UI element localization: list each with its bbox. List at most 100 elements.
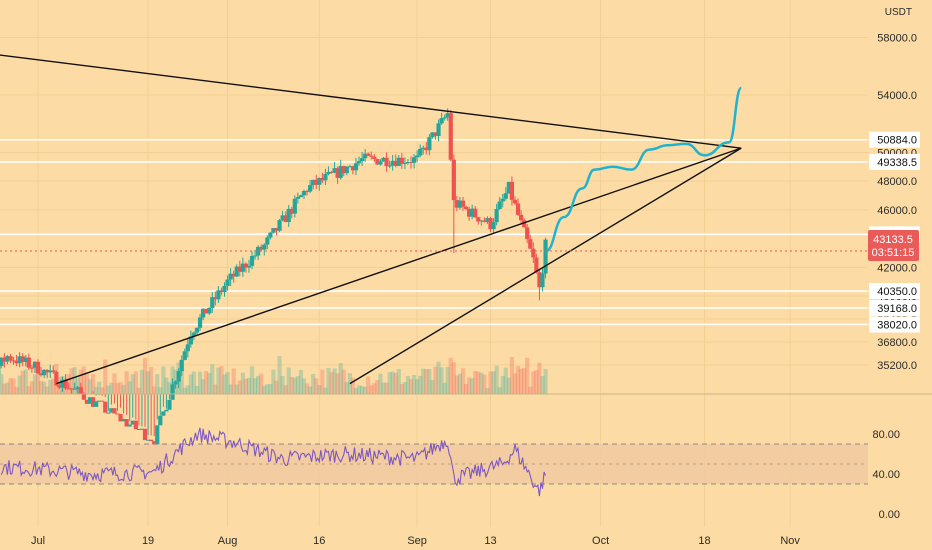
- volume-bar: [460, 368, 466, 394]
- volume-bar: [246, 377, 252, 394]
- volume-bar: [494, 365, 499, 394]
- candle-body: [130, 420, 135, 425]
- candle-body: [109, 408, 114, 413]
- candle-body: [167, 399, 172, 410]
- candle-body: [32, 361, 38, 368]
- volume-bar: [237, 380, 242, 394]
- current-price-label: 43133.5: [873, 234, 913, 246]
- candle-body: [35, 361, 41, 374]
- trend-line: [56, 147, 742, 385]
- volume-bar: [445, 366, 450, 394]
- volume-bar: [338, 362, 343, 394]
- volume-bar: [32, 374, 38, 394]
- candle-body: [522, 220, 527, 228]
- candle-body: [338, 166, 343, 178]
- volume-bar: [341, 369, 346, 394]
- candle-body: [528, 239, 533, 249]
- candle-body: [194, 327, 200, 333]
- volume-bar: [512, 373, 518, 394]
- candle-body: [207, 307, 212, 314]
- candle-body: [90, 397, 96, 407]
- projection-path: [545, 86, 743, 253]
- candle-body: [103, 401, 108, 413]
- volume-bar: [42, 381, 47, 394]
- time-axis[interactable]: Jul 19 Aug 16 Sep 13 Oct 18 Nov: [31, 535, 800, 547]
- countdown-label: 03:51:15: [872, 247, 915, 259]
- volume-bar: [344, 381, 349, 394]
- rsi-line: [0, 427, 547, 497]
- volume-bar: [518, 369, 524, 394]
- volume-bar: [103, 359, 108, 394]
- candle-body: [115, 413, 120, 415]
- volume-bar: [311, 374, 316, 394]
- candle-body: [347, 166, 352, 168]
- volume-bar: [399, 384, 404, 394]
- volume-bar: [277, 356, 282, 394]
- candle-body: [188, 336, 193, 345]
- candle-body: [381, 157, 386, 162]
- volume-bar: [142, 357, 148, 394]
- volume-bar: [38, 381, 44, 394]
- candle-body: [182, 351, 187, 360]
- volume-bar: [436, 361, 441, 394]
- candle-body: [329, 171, 334, 173]
- candle-body: [84, 399, 90, 404]
- volume-bar: [106, 385, 111, 394]
- candle-body: [405, 161, 411, 163]
- volume-bar: [283, 385, 288, 394]
- volume-bar: [473, 371, 478, 394]
- candle-body: [54, 372, 59, 386]
- grid: [0, 0, 868, 527]
- candle-body: [485, 218, 490, 222]
- volume-bar: [26, 386, 31, 394]
- candle-body: [491, 222, 496, 230]
- volume-bar: [433, 366, 438, 394]
- price-tick-label: 35200.0: [877, 360, 917, 372]
- candle-body: [29, 367, 34, 369]
- volume-bar: [522, 367, 527, 394]
- volume-bar: [353, 387, 359, 394]
- candle-body: [0, 357, 4, 366]
- candle-body: [515, 203, 521, 215]
- volume-bar: [252, 378, 258, 394]
- volume-bar: [45, 386, 50, 394]
- volume-bar: [90, 374, 96, 394]
- volume-bar: [467, 377, 472, 394]
- candle-body: [69, 388, 74, 390]
- volume-bar: [543, 368, 548, 394]
- candle-body: [503, 193, 508, 199]
- volume-bar: [188, 374, 193, 394]
- level-tag-label: 39168.0: [877, 303, 917, 315]
- candle-body: [231, 273, 236, 277]
- time-tick-label: Aug: [218, 535, 238, 547]
- volume-bar: [356, 385, 362, 394]
- volume-bar: [51, 378, 56, 394]
- price-axis[interactable]: 58000.054000.050000.048000.046000.042000…: [877, 33, 917, 372]
- volume-bar: [534, 370, 539, 394]
- candle-body: [540, 273, 545, 288]
- unit-label: USDT: [885, 7, 912, 18]
- candle-body: [344, 166, 349, 174]
- candle-body: [454, 200, 459, 208]
- volume-bar: [301, 378, 307, 394]
- volume-bar: [225, 372, 230, 394]
- candle-body: [14, 360, 19, 364]
- trend-line: [0, 54, 742, 149]
- candle-body: [57, 385, 62, 388]
- candle-body: [100, 400, 105, 402]
- volume-bar: [366, 376, 371, 394]
- rsi-tick-label: 40.00: [872, 469, 900, 481]
- volume-bar: [243, 378, 249, 394]
- time-tick-label: Sep: [407, 535, 427, 547]
- volume-bar: [531, 371, 536, 394]
- candle-body: [152, 441, 157, 446]
- candle-body: [433, 132, 438, 136]
- volume-bar: [164, 377, 169, 394]
- volume-bar: [262, 385, 267, 394]
- candle-body: [197, 317, 203, 328]
- volume-bar: [100, 387, 105, 394]
- volume-bar: [72, 367, 77, 394]
- volume-bar: [418, 375, 423, 394]
- volume-bar: [427, 369, 432, 394]
